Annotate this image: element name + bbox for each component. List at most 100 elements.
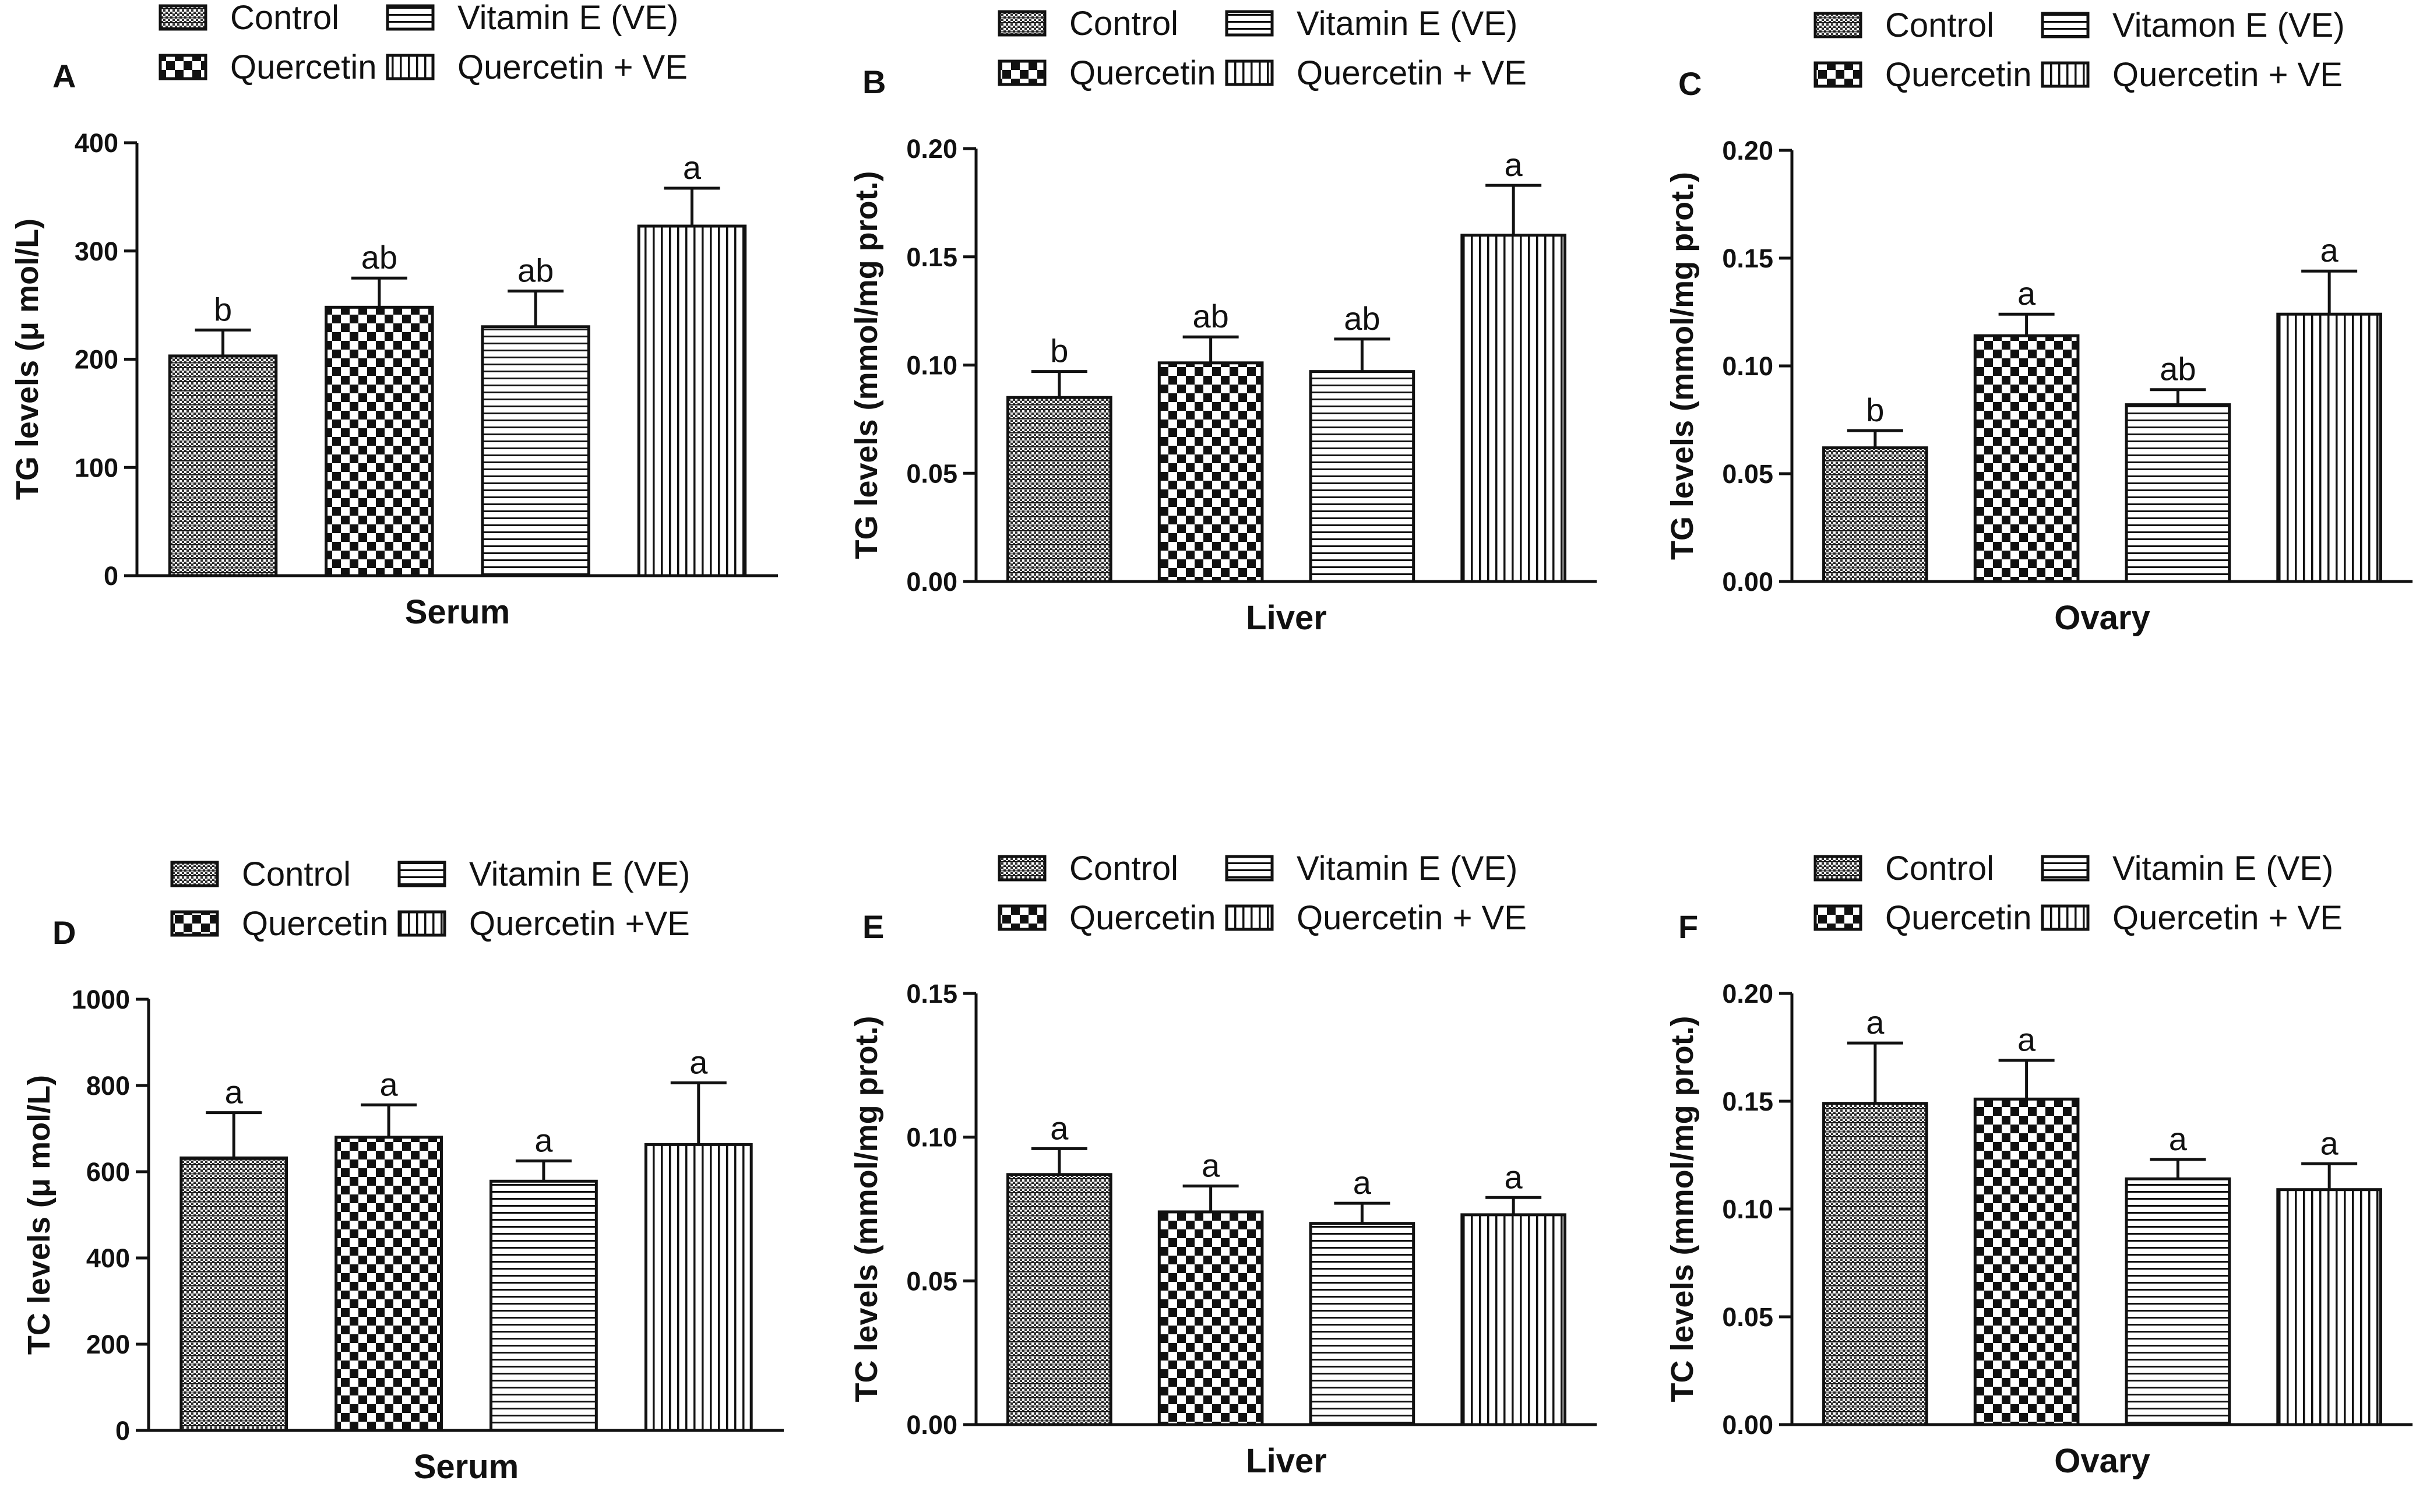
legend-item: Control <box>170 855 351 893</box>
legend-label: Control <box>1069 5 1178 43</box>
legend-swatch <box>2041 855 2090 882</box>
legend-swatch <box>998 59 1047 86</box>
significance-label: a <box>534 1122 553 1159</box>
legend-label: Quercetin <box>1069 54 1216 92</box>
legend-label: Vitamin E (VE) <box>2112 850 2333 887</box>
legend-swatch <box>2041 61 2090 88</box>
panel-a: A Control Vitamin E (VE) Quercetin Quercetin… <box>10 0 778 631</box>
legend-item: Control <box>1813 6 1994 44</box>
bar-quercetin-ve <box>2276 1188 2382 1426</box>
y-tick-label: 100 <box>75 453 118 482</box>
legend-swatch <box>1225 10 1274 37</box>
bar-quercetin-ve <box>1460 234 1566 583</box>
significance-label: a <box>1353 1164 1372 1201</box>
y-tick-label: 0.10 <box>906 351 957 380</box>
panel-e: E Control Vitamin E (VE) Quercetin Quercetin… <box>849 850 1597 1480</box>
legend-label: Control <box>1885 6 1994 44</box>
panel-label: A <box>52 58 76 94</box>
significance-label: a <box>225 1074 244 1111</box>
bar-vitamin-e <box>1309 370 1415 583</box>
y-axis-label: TC levels (mmol/mg prot.) <box>1665 1016 1700 1402</box>
bar-quercetin <box>1973 334 2080 583</box>
y-tick-label: 0.10 <box>1722 1194 1773 1224</box>
significance-label: a <box>2169 1120 2188 1157</box>
y-tick-label: 0.20 <box>1722 136 1773 165</box>
legend-item: Vitamon E (VE) <box>2041 6 2345 44</box>
y-tick-label: 0.00 <box>906 1410 957 1440</box>
legend-item: Quercetin + VE <box>1225 54 1527 92</box>
y-tick-label: 0 <box>104 561 118 591</box>
legend-label: Quercetin <box>242 905 388 943</box>
significance-label: a <box>1505 146 1523 183</box>
legend-label: Quercetin <box>230 48 376 86</box>
bar-quercetin <box>1157 361 1264 583</box>
significance-label: a <box>1202 1147 1220 1184</box>
significance-label: ab <box>517 252 554 288</box>
significance-label: ab <box>2160 351 2196 387</box>
y-tick-label: 200 <box>86 1330 130 1359</box>
y-tick-label: 0.10 <box>906 1123 957 1152</box>
y-tick-label: 0.10 <box>1722 351 1773 381</box>
legend-item: Quercetin + VE <box>2041 899 2343 937</box>
panel-f: F Control Vitamin E (VE) Quercetin Quercetin… <box>1665 850 2413 1480</box>
legend-item: Quercetin <box>1813 899 2031 937</box>
legend-swatch <box>1813 12 1862 38</box>
significance-label: a <box>2017 1021 2036 1058</box>
y-tick-label: 0.00 <box>1722 1410 1773 1440</box>
legend-item: Vitamin E (VE) <box>1225 5 1517 43</box>
legend-label: Control <box>242 855 351 893</box>
x-axis-label: Ovary <box>2054 1442 2150 1480</box>
y-tick-label: 0.15 <box>906 242 957 272</box>
bar-vitamin-e <box>1309 1222 1415 1426</box>
y-tick-label: 300 <box>75 237 118 266</box>
y-tick-label: 400 <box>86 1243 130 1273</box>
significance-label: a <box>2320 232 2339 269</box>
y-tick-label: 200 <box>75 345 118 375</box>
y-tick-label: 0.00 <box>906 567 957 597</box>
legend-label: Quercetin +VE <box>469 905 690 943</box>
y-tick-label: 0.05 <box>1722 1302 1773 1332</box>
legend-label: Quercetin + VE <box>2112 56 2343 94</box>
x-axis-label: Liver <box>1246 599 1327 637</box>
legend-item: Vitamin E (VE) <box>386 0 678 37</box>
legend-label: Vitamin E (VE) <box>457 0 678 37</box>
legend-item: Control <box>1813 850 1994 887</box>
bar-quercetin <box>1973 1097 2080 1426</box>
bar-control <box>1006 396 1112 583</box>
bar-vitamin-e <box>489 1179 598 1432</box>
legend-swatch <box>386 4 435 31</box>
y-tick-label: 0.00 <box>1722 567 1773 597</box>
legend-swatch <box>998 855 1047 882</box>
panel-label: C <box>1678 65 1702 102</box>
significance-label: b <box>214 291 232 327</box>
y-tick-label: 0.05 <box>906 1266 957 1296</box>
legend-swatch <box>1225 59 1274 86</box>
y-axis-label: TG levels (mmol/mg prot.) <box>1665 172 1700 560</box>
y-tick-label: 0.05 <box>1722 459 1773 489</box>
legend-swatch <box>159 4 207 31</box>
legend-swatch <box>170 910 219 937</box>
bar-control <box>1822 1102 1928 1426</box>
y-tick-label: 0.15 <box>1722 1087 1773 1116</box>
legend-item: Quercetin <box>998 54 1216 92</box>
legend-swatch <box>1225 904 1274 931</box>
significance-label: a <box>683 149 702 186</box>
legend-label: Quercetin <box>1885 899 2031 937</box>
significance-label: a <box>1866 1004 1885 1041</box>
legend-item: Vitamin E (VE) <box>397 855 690 893</box>
legend-swatch <box>1813 61 1862 88</box>
panel-label: B <box>862 64 886 100</box>
x-axis-label: Liver <box>1246 1442 1327 1480</box>
legend-item: Quercetin <box>159 48 376 86</box>
x-axis-label: Serum <box>414 1448 519 1486</box>
bar-quercetin <box>1157 1210 1264 1426</box>
legend-swatch <box>170 861 219 887</box>
significance-label: a <box>2320 1125 2339 1161</box>
y-axis-label: TG levels (μ mol/L) <box>10 218 45 500</box>
legend-item: Quercetin <box>170 905 388 943</box>
legend-item: Vitamin E (VE) <box>1225 850 1517 887</box>
x-axis-label: Ovary <box>2054 599 2150 637</box>
significance-label: a <box>689 1044 708 1081</box>
legend-label: Vitamon E (VE) <box>2112 6 2345 44</box>
